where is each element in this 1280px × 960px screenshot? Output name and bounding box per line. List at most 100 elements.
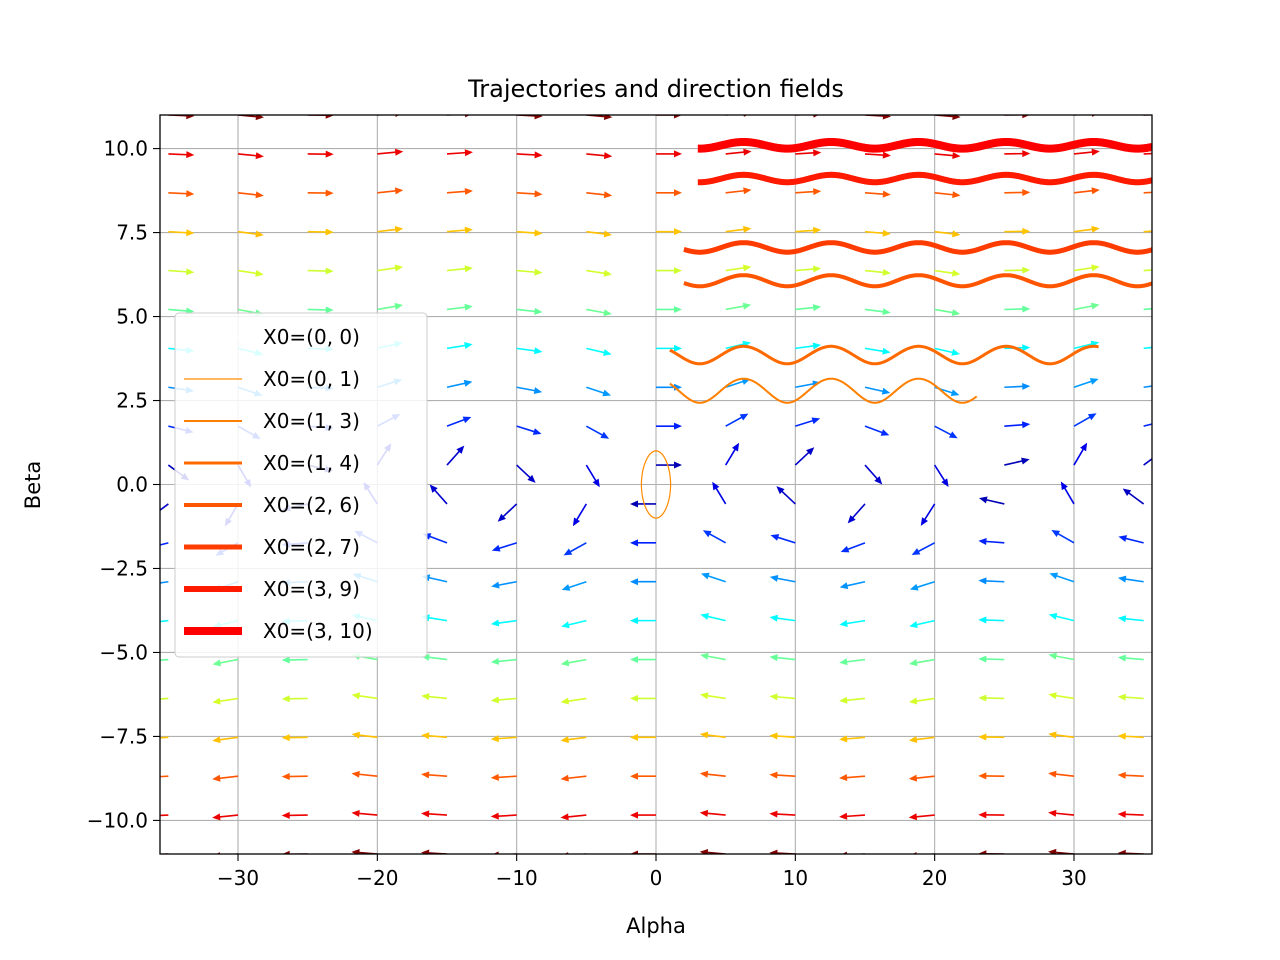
field-arrow [908,813,935,821]
field-arrow [630,811,656,819]
field-arrow [446,187,473,195]
field-arrow [630,850,656,854]
field-arrow [630,733,656,741]
x-tick-label: 10 [783,866,808,890]
field-arrow [212,813,239,821]
field-arrow [795,342,822,350]
field-arrow [776,486,796,505]
field-arrow [160,736,169,739]
field-arrow [490,696,517,704]
field-arrow [585,425,610,439]
y-tick-label: −7.5 [99,724,148,748]
field-arrow [446,149,473,157]
y-tick-label: 0.0 [116,473,148,497]
field-arrow [160,619,169,623]
field-arrow [1073,187,1100,195]
field-arrow [934,191,961,199]
field-arrow [516,151,543,159]
y-tick-label: −10.0 [87,808,148,832]
field-arrow [516,425,542,435]
field-arrow [490,619,517,627]
field-arrow [160,580,169,584]
field-arrow [421,771,448,779]
field-arrow [563,542,587,556]
field-arrow [699,809,726,817]
field-arrow [702,530,727,544]
field-arrow [1073,378,1099,389]
field-arrow [656,150,682,158]
field-arrow [307,150,334,158]
field-arrow [1004,382,1031,390]
field-arrow [769,654,796,662]
field-arrow [493,851,517,854]
chart-title: Trajectories and direction fields [467,75,844,103]
field-arrow [446,303,473,311]
legend-label: X0=(0, 1) [263,367,360,391]
field-arrow [769,693,796,701]
field-arrow [168,190,195,198]
field-arrow [446,379,473,389]
field-arrow [560,736,587,744]
field-arrow [586,230,613,238]
field-arrow [1073,148,1100,156]
field-arrow [795,226,822,234]
field-arrow [351,770,378,778]
field-arrow [795,188,822,196]
field-arrow [656,228,682,236]
field-arrow [281,656,308,664]
field-arrow [516,386,543,395]
trajectory-5 [681,240,1152,255]
axis-ticks: −30 −20 −10 0 10 20 30 10.0 7.5 5.0 2.5 0.0 −2.5 −5.0… [87,137,1087,890]
field-arrow [1117,615,1144,623]
field-arrow [1143,307,1152,311]
field-arrow [909,619,935,629]
field-arrow [586,152,613,160]
legend: X0=(0, 0) X0=(0, 1) X0=(1, 3) X0=(1, 4) X0=(… [174,312,428,658]
field-arrow [630,617,656,625]
field-arrow [281,695,308,703]
y-tick-label: −5.0 [99,640,148,664]
field-arrow [978,694,1005,702]
x-tick-label: 20 [922,866,947,890]
field-arrow [446,265,473,273]
field-arrow [572,503,588,527]
field-arrow [934,347,961,356]
field-arrow [516,307,543,315]
field-arrow [307,189,334,197]
field-arrow [1117,732,1144,740]
legend-entry: X0=(3, 10) [184,619,373,643]
field-arrow [516,268,543,276]
field-arrow [978,537,1005,545]
field-arrow [847,503,866,524]
field-arrow [656,344,682,352]
x-tick-label: 0 [650,866,663,890]
field-arrow [630,500,656,508]
field-arrow [421,732,448,740]
field-arrow [725,225,752,233]
field-arrow [795,149,822,157]
legend-entry: X0=(2, 7) [184,535,360,559]
field-arrow [168,151,195,159]
field-arrow [700,652,726,661]
field-arrow [839,580,866,590]
x-tick-label: −20 [356,866,398,890]
field-arrow [1073,264,1100,272]
field-arrow [1073,442,1088,466]
field-arrow [377,264,404,272]
legend-label: X0=(1, 4) [263,451,360,475]
field-arrow [725,302,752,311]
y-tick-label: 5.0 [116,305,148,329]
field-arrow [656,115,682,119]
field-arrow [281,734,308,742]
field-arrow [712,481,727,505]
field-arrow [237,269,264,277]
field-arrow [1143,230,1152,233]
field-arrow [978,616,1005,624]
field-arrow [864,464,883,485]
field-arrow [978,811,1005,819]
field-arrow [656,267,682,275]
field-arrow [1048,692,1075,700]
legend-entry: X0=(1, 4) [184,451,360,475]
field-arrow [1004,421,1031,429]
